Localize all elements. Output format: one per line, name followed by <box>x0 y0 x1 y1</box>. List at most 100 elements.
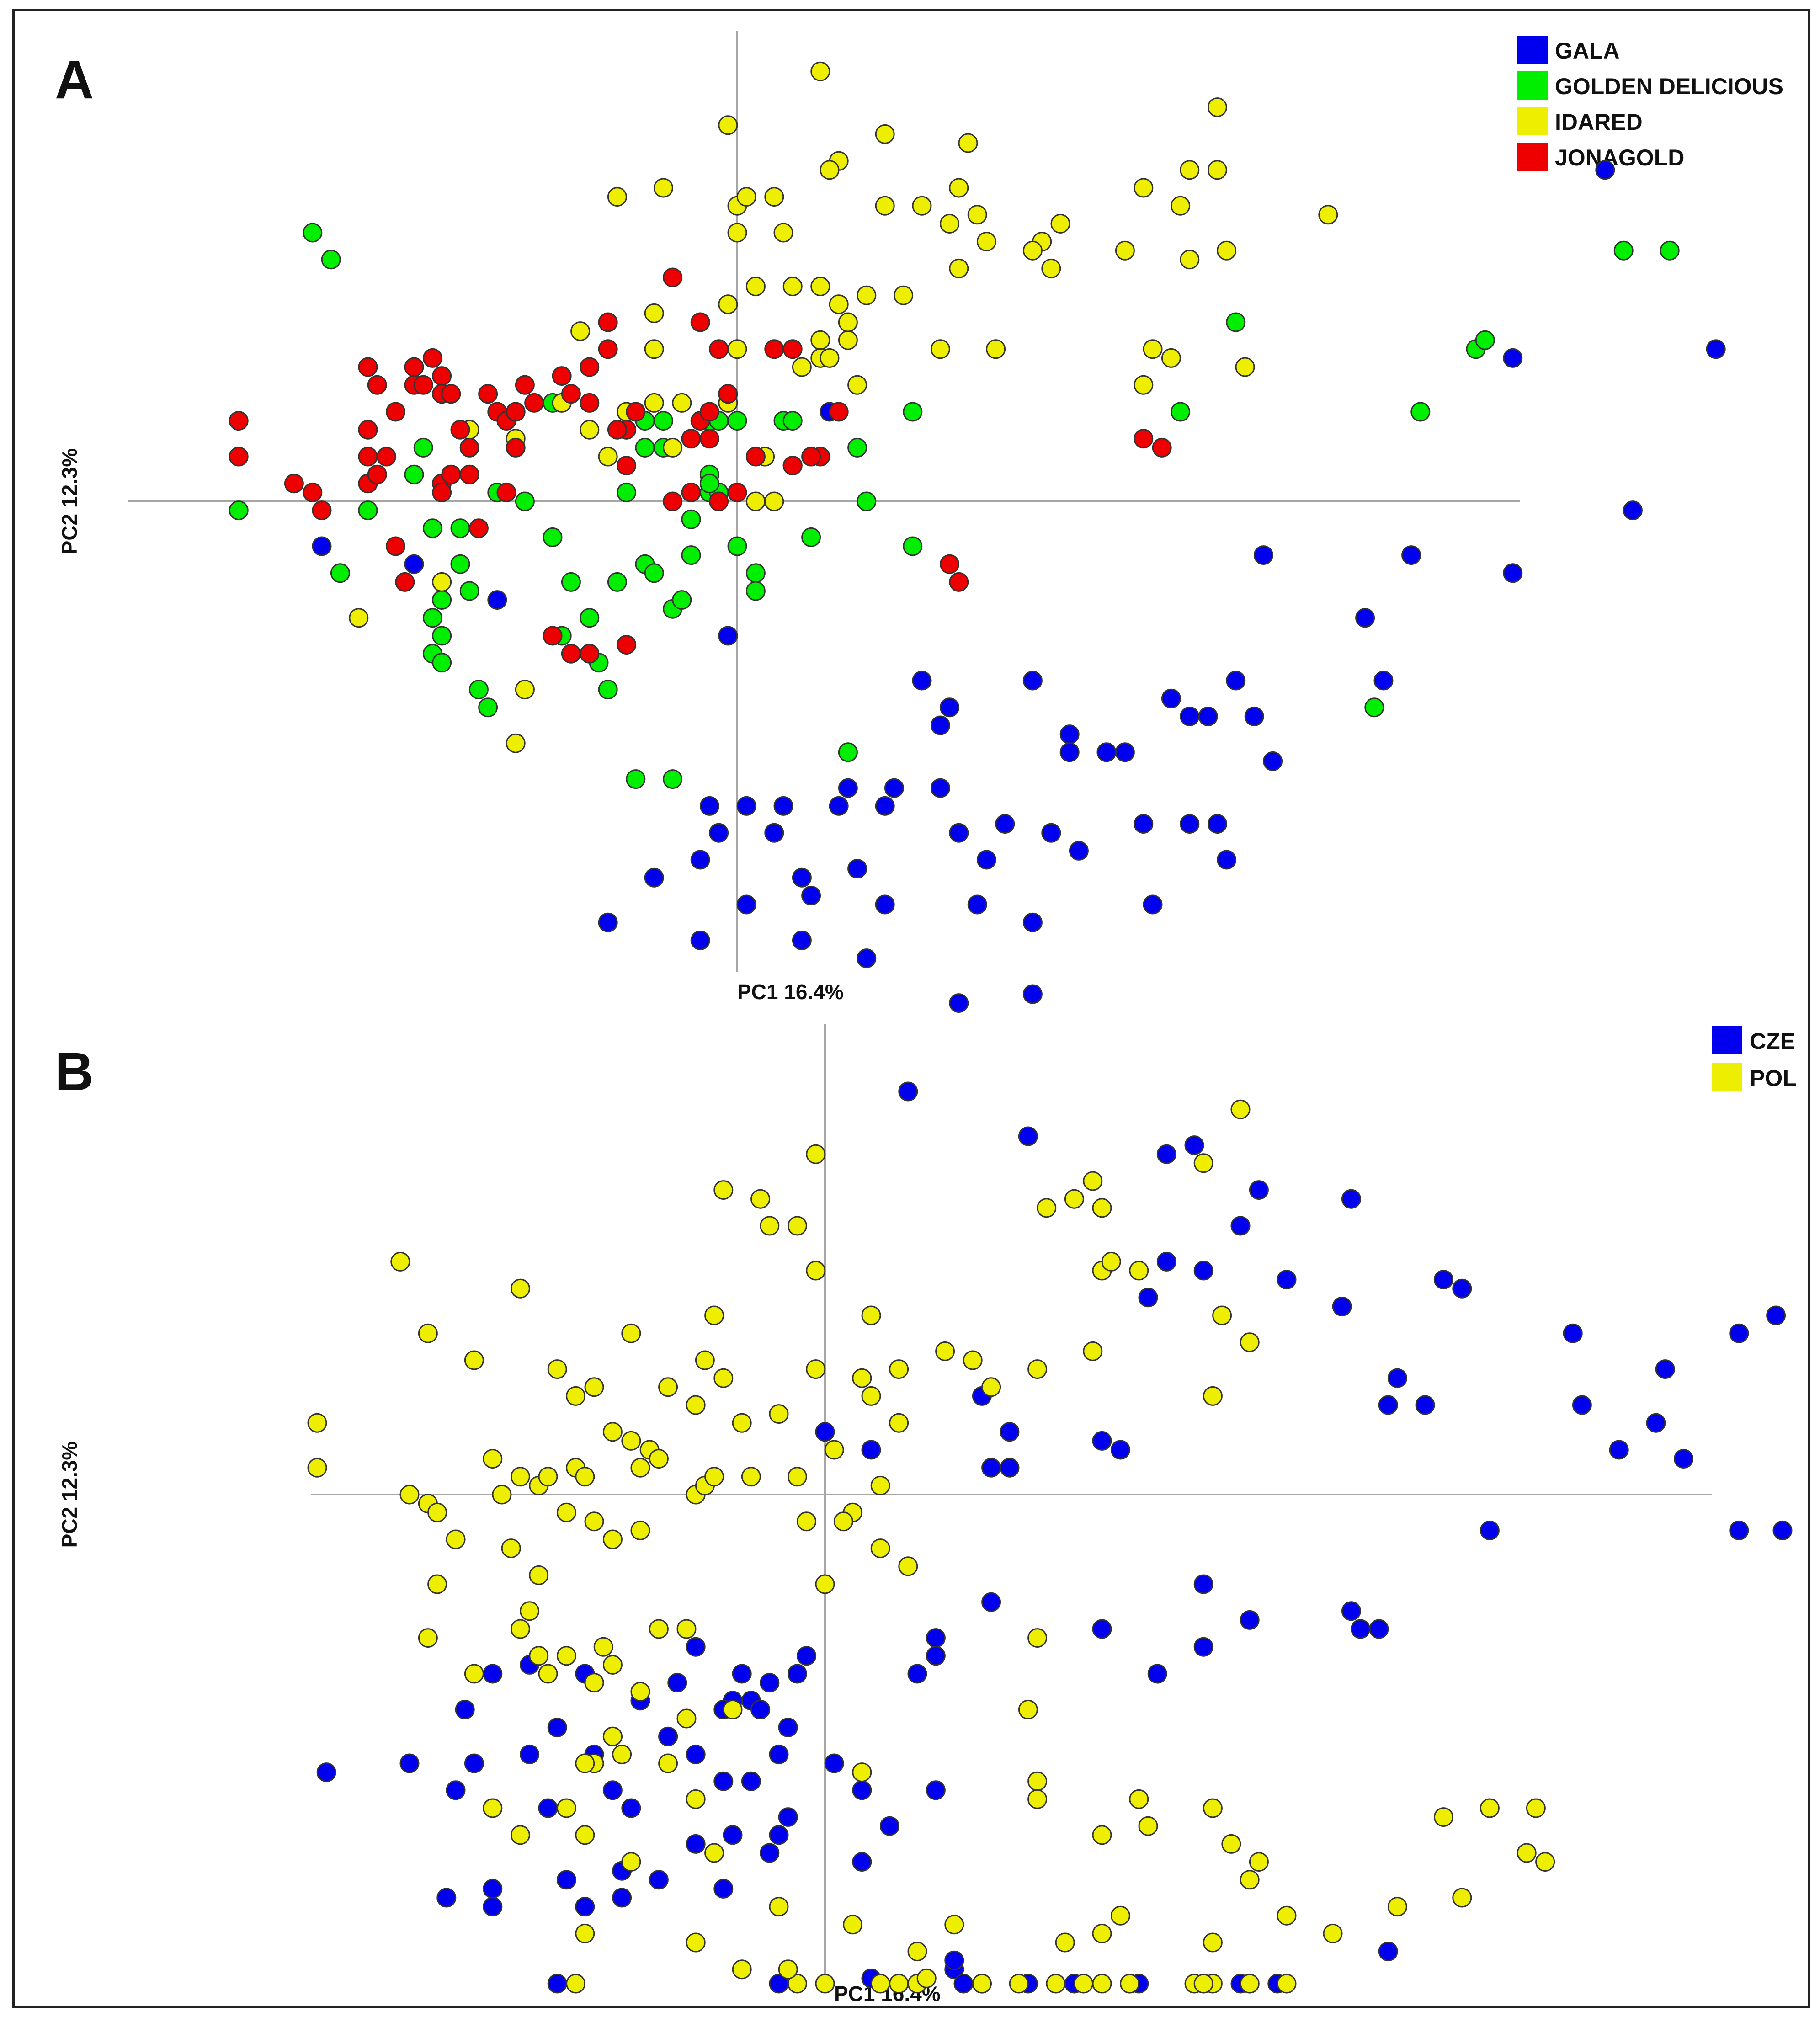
panel-b-point-pol <box>307 1413 327 1433</box>
panel-a-label: A <box>55 50 94 110</box>
panel-b-point-pol <box>686 1932 706 1953</box>
panel-b-point-pol <box>1277 1974 1297 1994</box>
panel-a-point-jonagold <box>949 572 969 592</box>
panel-b-point-cze <box>787 1664 807 1684</box>
panel-a-point-jonagold <box>626 402 646 422</box>
panel-b-point-pol <box>1193 1974 1213 1994</box>
panel-b-point-pol <box>593 1637 613 1657</box>
panel-a-point-idared <box>912 196 932 216</box>
legend-pol-swatch <box>1712 1063 1742 1091</box>
panel-b-point-pol <box>621 1323 641 1343</box>
legend-idared-swatch <box>1517 107 1548 135</box>
panel-a-point-idared <box>580 420 600 440</box>
panel-a-point-idared <box>1115 240 1135 261</box>
panel-b-point-pol <box>732 1413 752 1433</box>
legend-gala-swatch <box>1517 36 1548 64</box>
panel-b-point-cze <box>556 1870 576 1890</box>
panel-a-point-jonagold <box>580 644 600 664</box>
panel-b-point-cze <box>1230 1216 1251 1236</box>
panel-b-point-pol <box>1193 1153 1213 1173</box>
panel-a-point-gala <box>801 885 821 905</box>
panel-a-point-gala <box>1059 742 1080 762</box>
panel-b-point-pol <box>658 1753 678 1773</box>
panel-a-point-idared <box>1143 339 1163 359</box>
panel-a-point-jonagold <box>1134 429 1154 449</box>
panel-a-point-golden-delicious <box>699 474 719 494</box>
panel-a-point-gala <box>930 715 950 735</box>
panel-b-point-pol <box>1203 1386 1223 1406</box>
panel-b-point-pol <box>861 1386 881 1406</box>
panel-b-point-cze <box>446 1780 466 1800</box>
panel-a-point-golden-delicious <box>580 608 600 628</box>
panel-b-point-pol <box>1092 1974 1112 1994</box>
panel-a-point-idared <box>792 357 812 377</box>
panel-b-point-pol <box>501 1538 521 1559</box>
panel-b-point-cze <box>898 1081 918 1102</box>
panel-b-point-pol <box>307 1458 327 1478</box>
panel-b-point-pol <box>1092 1198 1112 1218</box>
panel-a-point-golden-delicious <box>478 697 498 718</box>
panel-a-point-jonagold <box>709 491 729 511</box>
panel-a-point-gala <box>404 554 424 574</box>
panel-a-point-jonagold <box>782 339 803 359</box>
panel-b-label: B <box>55 1042 94 1102</box>
panel-a-point-golden-delicious <box>1364 697 1384 718</box>
panel-a-point-golden-delicious <box>598 680 618 700</box>
panel-b-point-pol <box>566 1974 586 1994</box>
panel-a-point-jonagold <box>478 384 498 404</box>
panel-a-point-gala <box>1041 823 1061 843</box>
panel-b-point-pol <box>630 1682 650 1702</box>
panel-b-point-cze <box>1092 1431 1112 1451</box>
legend-idared-label: IDARED <box>1555 109 1643 135</box>
panel-a-point-idared <box>810 61 830 81</box>
panel-a-point-jonagold <box>432 366 452 386</box>
panel-a-point-idared <box>644 339 664 359</box>
panel-b-point-cze <box>1092 1619 1112 1639</box>
panel-b-point-pol <box>1203 1932 1223 1953</box>
panel-b-point-cze <box>686 1744 706 1764</box>
panel-b-point-pol <box>492 1485 512 1505</box>
panel-b-point-pol <box>889 1974 909 1994</box>
panel-b-point-cze <box>1000 1422 1020 1442</box>
panel-b-point-cze <box>815 1422 835 1442</box>
panel-b-point-pol <box>787 1467 807 1487</box>
panel-a-point-golden-delicious <box>782 411 803 431</box>
panel-b-point-pol <box>584 1511 604 1532</box>
panel-a-point-jonagold <box>607 420 627 440</box>
panel-a-point-jonagold <box>617 635 637 655</box>
panel-b-point-pol <box>889 1413 909 1433</box>
panel-b-point-pol <box>695 1350 715 1370</box>
panel-a-point-jonagold <box>450 420 470 440</box>
panel-b-point-cze <box>686 1637 706 1657</box>
panel-b-point-cze <box>713 1771 734 1791</box>
panel-a-point-jonagold <box>459 464 479 484</box>
panel-b-point-pol <box>520 1601 540 1621</box>
panel-a-point-gala <box>1143 894 1163 915</box>
panel-a-point-gala <box>1401 545 1421 565</box>
panel-a-point-idared <box>875 124 895 144</box>
panel-a-point-gala <box>1217 850 1237 870</box>
panel-b-point-cze <box>1249 1180 1269 1200</box>
panel-b-point-cze <box>769 1825 789 1845</box>
panel-a-point-jonagold <box>358 447 378 467</box>
panel-a-point-golden-delicious <box>515 491 535 511</box>
panel-a-point-jonagold <box>524 393 544 413</box>
panel-b-point-pol <box>630 1520 650 1540</box>
panel-a-point-jonagold <box>376 447 396 467</box>
panel-a-point-idared <box>976 232 996 252</box>
panel-a-point-gala <box>1198 706 1218 726</box>
figure-frame <box>12 9 1810 2008</box>
panel-b-point-pol <box>972 1974 992 1994</box>
panel-b-point-cze <box>1674 1449 1694 1469</box>
panel-b-point-pol <box>870 1538 890 1559</box>
panel-b-point-cze <box>944 1950 964 1970</box>
panel-b-point-pol <box>1249 1852 1269 1872</box>
panel-a-x-axis-label: PC1 16.4% <box>737 980 844 1004</box>
panel-a-point-gala <box>1253 545 1273 565</box>
legend-golden-delicious-swatch <box>1517 71 1548 100</box>
panel-b-point-cze <box>926 1646 946 1666</box>
panel-b-point-pol <box>602 1529 623 1549</box>
panel-a-point-golden-delicious <box>653 411 673 431</box>
panel-a-point-jonagold <box>1152 437 1172 458</box>
